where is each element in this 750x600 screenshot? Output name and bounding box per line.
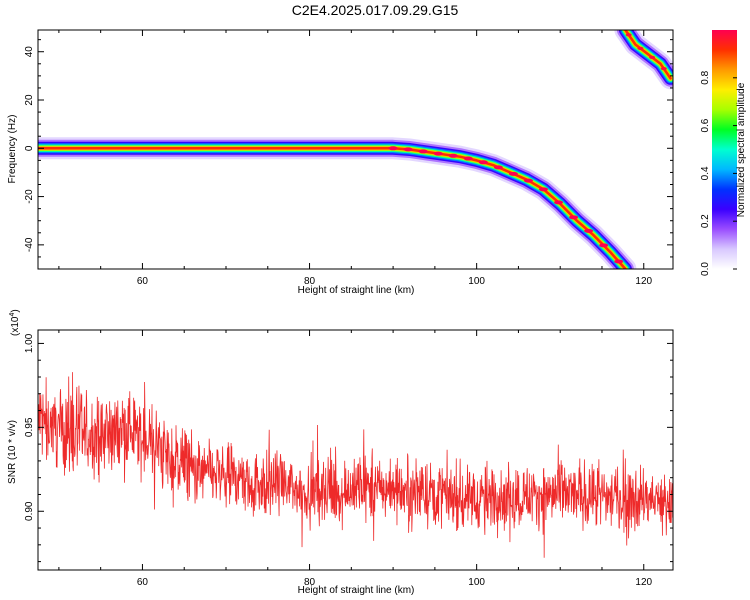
ridge-peak-blob	[403, 147, 413, 152]
spectrogram-frame	[37, 29, 674, 270]
ridge-peak-blob	[448, 153, 458, 158]
ridge-peak-blob	[433, 151, 443, 156]
ridge-peak-blob	[523, 178, 533, 183]
snr-ytick-label: 1.00	[24, 333, 35, 353]
ridge-peak-blob	[649, 55, 656, 59]
ridge-peak-blob	[614, 259, 624, 264]
snr-xlabel: Height of straight line (km)	[298, 585, 415, 596]
colorbar-label: Normalized spectral amplitude	[736, 82, 747, 217]
ridge-peak-blob	[508, 171, 518, 176]
spectrogram-panel: 60 80 100 120 -40 -20 0 20 40 Height of straight…	[7, 29, 674, 296]
ridge-peak-blob	[418, 149, 428, 154]
spectrogram-axes: 60 80 100 120 -40 -20 0 20 40	[24, 30, 673, 287]
spectrogram-ytick-label: 40	[24, 46, 35, 58]
spectrogram-ytick-label: 20	[24, 94, 35, 106]
snr-series-line	[38, 372, 673, 558]
ridge-peak-blob	[660, 67, 667, 71]
ridge-peak-blob	[599, 243, 609, 248]
colorbar-ticks: 0.0 0.2 0.4 0.6 0.8	[700, 70, 737, 276]
heatmap-layer	[38, 30, 673, 269]
snr-frame	[37, 329, 674, 571]
snr-xtick-label: 120	[635, 577, 652, 588]
ridge-peak-blob	[463, 156, 473, 161]
ridge-main-band	[38, 143, 631, 269]
ridge-main-band	[38, 147, 627, 269]
ridge-peak-blob	[625, 33, 632, 37]
spectrogram-ylabel: Frequency (Hz)	[7, 115, 18, 184]
spectrogram-ytick-label: -40	[24, 237, 35, 252]
ridge-peak-blob	[388, 146, 398, 151]
ridge-main-band	[38, 141, 632, 269]
ridge-peak-blob	[478, 160, 488, 165]
snr-ytick-label: 0.90	[24, 501, 35, 521]
figure-title: C2E4.2025.017.09.29.G15	[292, 2, 459, 18]
ridge-peak-blob	[584, 228, 594, 233]
spectrogram-xtick-label: 80	[304, 276, 316, 287]
snr-axes: 60 80 100 120 0.90 0.95 1.00	[24, 330, 673, 588]
ridge-peak-blob	[538, 187, 548, 192]
snr-exponent-label: (x104)	[9, 309, 21, 336]
colorbar-strip	[712, 30, 737, 269]
snr-exponent-sup: 4	[9, 313, 16, 317]
snr-panel: 60 80 100 120 0.90 0.95 1.00 Height of straigh…	[7, 309, 674, 596]
colorbar-tick-label: 0.0	[700, 262, 711, 276]
ridge-main-band	[38, 144, 630, 269]
ridge-peak-blob	[554, 200, 564, 205]
heatmap-ridges	[38, 30, 673, 269]
snr-xtick-label: 60	[137, 577, 149, 588]
colorbar-tick-label: 0.2	[700, 214, 711, 228]
ridge-peak-blob	[569, 215, 579, 220]
ridge-main-band	[38, 145, 629, 269]
snr-xtick-label: 100	[468, 577, 485, 588]
ridge-peak-blob	[637, 46, 644, 50]
spectrogram-xtick-label: 60	[137, 276, 149, 287]
spectrogram-xtick-label: 120	[635, 276, 652, 287]
colorbar-tick-label: 0.8	[700, 70, 711, 84]
ridge-main-band	[38, 139, 634, 269]
spectrogram-ytick-label: 0	[24, 145, 35, 151]
ridge-main-band	[38, 137, 637, 269]
colorbar: 0.0 0.2 0.4 0.6 0.8 Normalized spectral ampl…	[700, 30, 747, 276]
spectrogram-xtick-label: 100	[468, 276, 485, 287]
ridge-main-band	[38, 146, 628, 269]
snr-ytick-label: 0.95	[24, 417, 35, 437]
ridge-peak-blob	[493, 165, 503, 170]
colorbar-tick-label: 0.4	[700, 166, 711, 180]
snr-ylabel: SNR (10 * v/v)	[7, 420, 18, 484]
colorbar-tick-label: 0.6	[700, 118, 711, 132]
snr-exponent-close: )	[10, 309, 21, 312]
spectrogram-ytick-label: -20	[24, 189, 35, 204]
snr-xtick-label: 80	[304, 577, 316, 588]
spectrogram-xlabel: Height of straight line (km)	[298, 285, 415, 296]
